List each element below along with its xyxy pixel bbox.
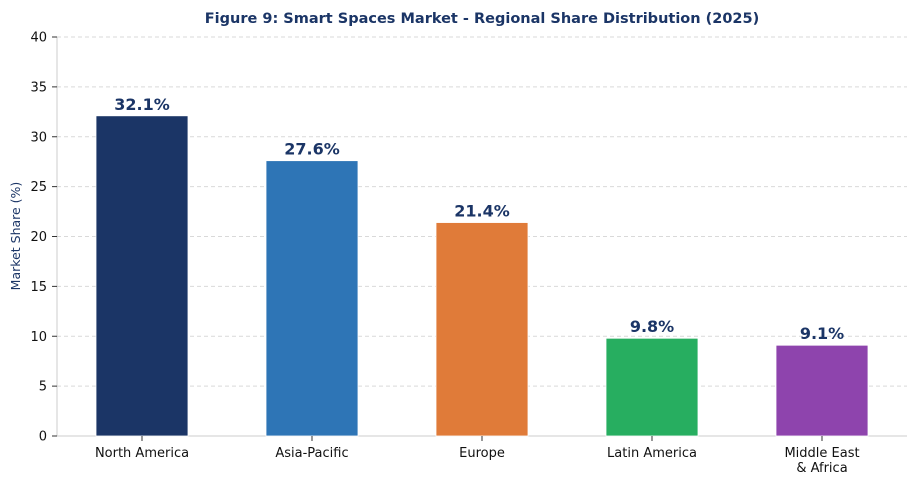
gridlines xyxy=(57,36,907,387)
y-axis-label: Market Share (%) xyxy=(8,182,23,291)
x-tick-label: Asia-Pacific xyxy=(275,446,348,461)
data-label: 9.8% xyxy=(630,317,674,336)
y-tick-label: 25 xyxy=(30,180,47,195)
y-tick-label: 0 xyxy=(39,430,47,445)
x-tick-label: Latin America xyxy=(607,446,697,461)
bar xyxy=(605,337,699,437)
y-tick-label: 40 xyxy=(30,31,47,46)
x-tick-label: Middle East xyxy=(784,446,859,461)
y-tick-label: 35 xyxy=(30,80,47,95)
y-tick-label: 5 xyxy=(39,380,47,395)
bars xyxy=(95,115,869,437)
y-tick-label: 30 xyxy=(30,130,47,145)
data-label: 32.1% xyxy=(114,95,170,114)
x-tick-label: & Africa xyxy=(796,461,847,476)
bar xyxy=(95,115,189,437)
y-tick-label: 15 xyxy=(30,280,47,295)
data-labels: 32.1% 27.6% 21.4% 9.8% 9.1% xyxy=(114,95,844,343)
y-axis-ticks: 0 5 10 15 20 25 30 35 40 xyxy=(30,31,57,445)
data-label: 27.6% xyxy=(284,140,340,159)
bar xyxy=(435,222,529,437)
data-label: 21.4% xyxy=(454,202,510,221)
bar xyxy=(775,344,869,437)
x-axis-ticks: North America Asia-Pacific Europe Latin Ame… xyxy=(95,436,860,476)
bar xyxy=(265,160,359,437)
x-tick-label: North America xyxy=(95,446,189,461)
y-tick-label: 10 xyxy=(30,330,47,345)
y-tick-label: 20 xyxy=(30,230,47,245)
chart-title: Figure 9: Smart Spaces Market - Regional… xyxy=(205,11,759,27)
data-label: 9.1% xyxy=(800,324,844,343)
x-tick-label: Europe xyxy=(459,446,505,461)
